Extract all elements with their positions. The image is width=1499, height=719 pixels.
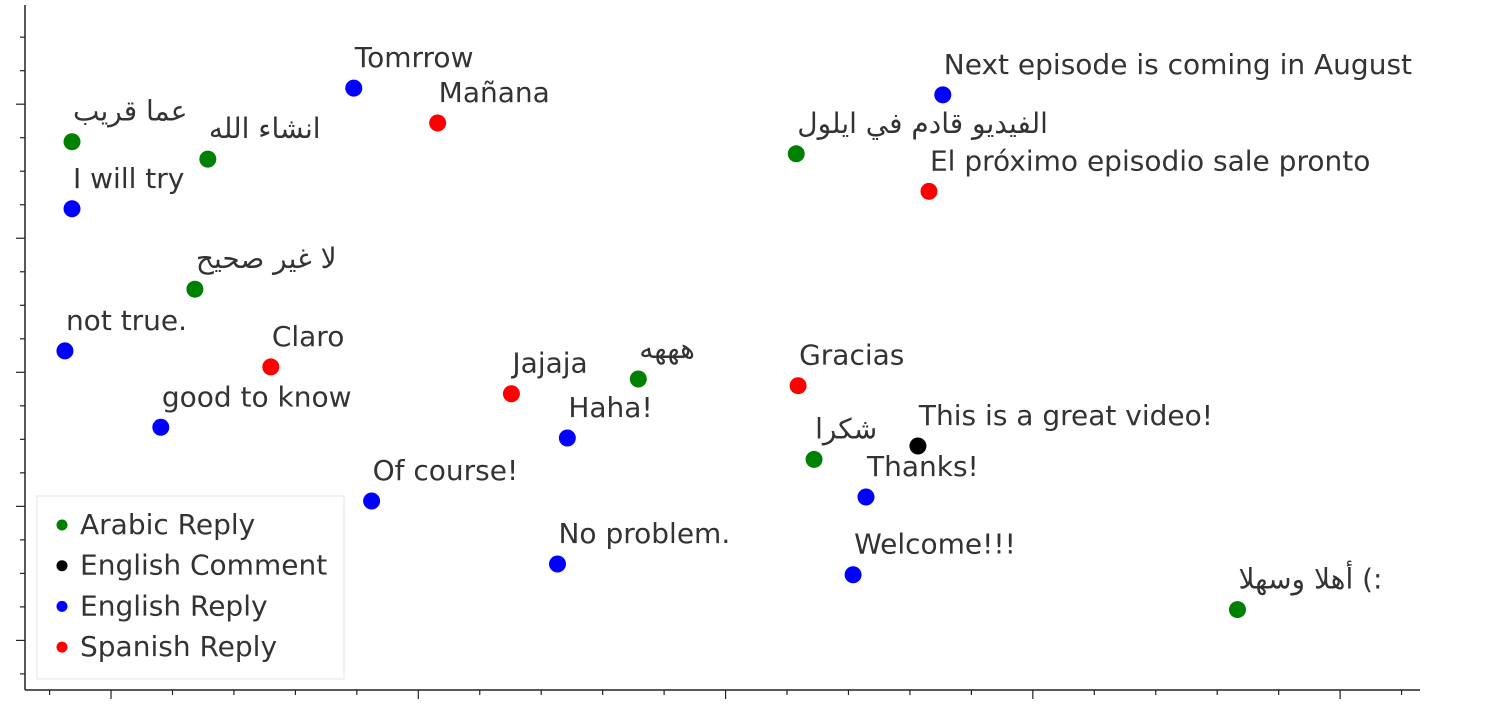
point: [63, 200, 81, 218]
legend-label: English Comment: [80, 549, 327, 582]
point: [920, 182, 938, 200]
point: [262, 358, 280, 376]
point-label: Mañana: [439, 76, 550, 109]
legend-label: Arabic Reply: [80, 508, 255, 541]
point: [789, 377, 807, 395]
point: [345, 79, 363, 97]
point-label: Next episode is coming in August: [944, 48, 1412, 81]
point-label: Tomrrow: [354, 41, 474, 74]
point-label: Gracias: [799, 339, 904, 372]
point: [548, 555, 566, 573]
point: [363, 492, 381, 510]
point-label: good to know: [162, 380, 352, 413]
legend-marker: [56, 641, 68, 653]
point-label: شكرا: [815, 412, 877, 445]
legend-marker: [56, 519, 68, 531]
point: [199, 150, 217, 168]
point-label: Welcome!!!: [854, 528, 1016, 561]
point-label: Thanks!: [866, 450, 979, 483]
point-label: أهلا وسهلا (:: [1238, 560, 1382, 596]
point-label: Jajaja: [510, 347, 587, 380]
point: [558, 429, 576, 447]
point-label: عما قريب: [73, 95, 187, 128]
point: [909, 437, 927, 455]
point: [844, 566, 862, 584]
point-label: No problem.: [558, 517, 730, 550]
point: [502, 385, 520, 403]
point: [934, 86, 952, 104]
point: [56, 342, 74, 360]
point: [186, 280, 204, 298]
point-label: Haha!: [568, 391, 652, 424]
point-label: الفيديو قادم في ايلول: [797, 107, 1048, 140]
point: [787, 145, 805, 163]
point-label: لا غير صحيح: [196, 242, 337, 275]
point-label: هههه: [639, 332, 695, 365]
legend: [36, 495, 345, 680]
legend-label: Spanish Reply: [80, 630, 277, 663]
point: [1228, 601, 1246, 619]
point: [805, 450, 823, 468]
point-label: This is a great video!: [918, 399, 1213, 432]
point-label: not true.: [66, 304, 187, 337]
legend-marker: [56, 560, 68, 572]
point-label: I will try: [73, 162, 184, 195]
point-label: انشاء الله: [209, 112, 321, 145]
point-label: El próximo episodio sale pronto: [930, 144, 1370, 177]
point: [152, 418, 170, 436]
legend-marker: [56, 600, 68, 612]
point: [629, 370, 647, 388]
point-label: Claro: [272, 320, 345, 353]
point: [857, 488, 875, 506]
legend-label: English Reply: [80, 589, 268, 622]
point-label: Of course!: [373, 454, 519, 487]
point: [63, 133, 81, 151]
point: [429, 114, 447, 132]
